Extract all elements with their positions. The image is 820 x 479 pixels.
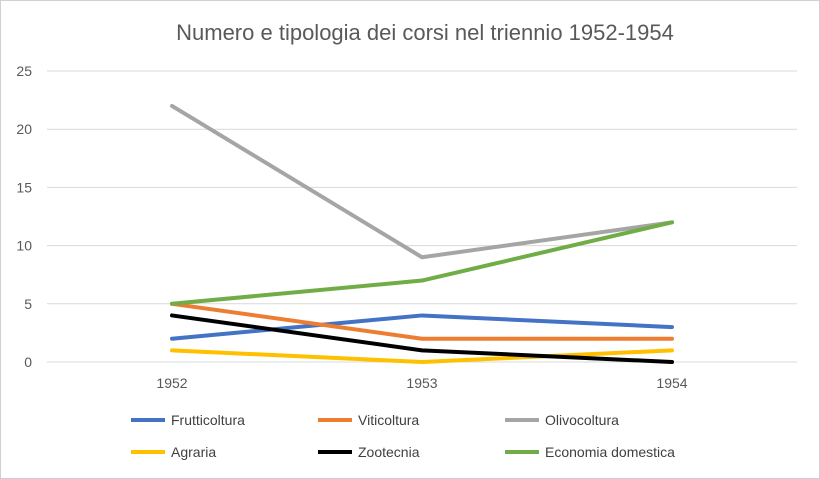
x-tick-label: 1952 [156,375,187,391]
y-tick-label: 0 [24,354,32,370]
y-tick-label: 5 [24,296,32,312]
y-tick-label: 25 [16,63,32,79]
series-lines [170,103,674,364]
series-line-viticoltura [170,301,674,341]
series-line-frutticoltura [170,313,674,341]
x-axis-ticks: 1952 1953 1954 [156,375,687,391]
gridlines [47,70,797,363]
x-tick-label: 1953 [406,375,437,391]
series-line-zootecnia [170,313,674,364]
series-line-olivocoltura [170,103,674,260]
chart-title: Numero e tipologia dei corsi nel trienni… [176,20,674,45]
y-tick-label: 10 [16,238,32,254]
series-line-economia-domestica [170,220,674,306]
series-line-agraria [170,348,674,364]
y-axis-ticks: 0 5 10 15 20 25 [16,63,32,370]
y-tick-label: 15 [16,179,32,195]
x-tick-label: 1954 [656,375,687,391]
y-tick-label: 20 [16,121,32,137]
